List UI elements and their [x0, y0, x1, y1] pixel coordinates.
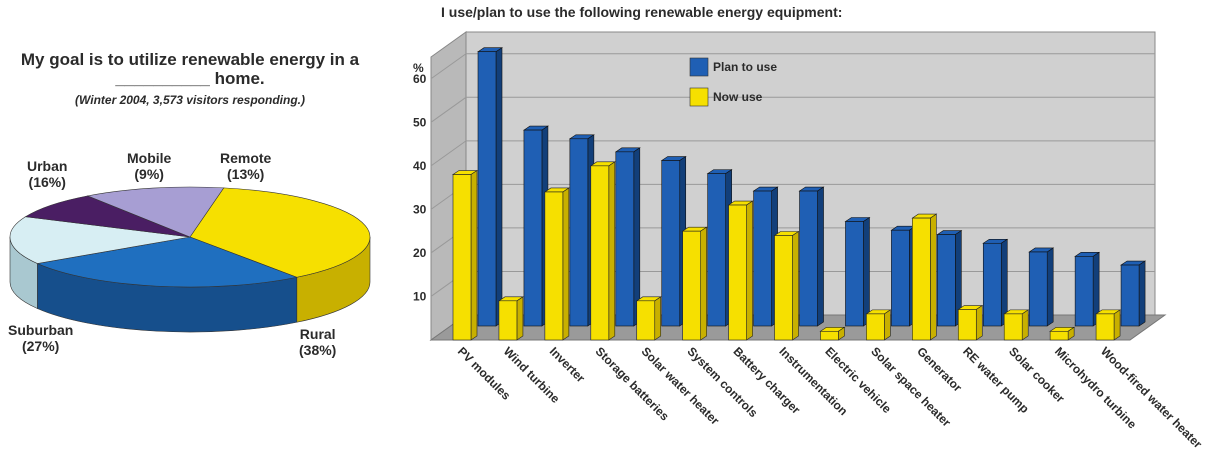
bar-now — [498, 300, 518, 341]
y-tick-label: 50 — [413, 115, 427, 129]
pie-label-rural-percent: (38%) — [299, 342, 337, 358]
bar-now — [544, 191, 564, 341]
bar-plan-side — [817, 186, 824, 327]
pie-label-mobile: Mobile (9%) — [127, 150, 171, 182]
y-tick-label: 60 — [413, 72, 427, 86]
pie-slice-mobile — [24, 195, 191, 238]
bar-plan — [937, 234, 956, 327]
bar-plan — [477, 51, 497, 327]
pie-label-urban: Urban (16%) — [27, 158, 67, 190]
bar-plan — [845, 221, 864, 327]
bar-plan — [1028, 251, 1048, 327]
pie-label-rural-name: Rural — [299, 326, 336, 342]
bar-now-side — [792, 230, 799, 341]
pie-label-suburban: Suburban (27%) — [8, 322, 73, 354]
y-tick-label: 30 — [413, 202, 427, 216]
legend: Plan to use Now use — [689, 57, 777, 107]
pie-label-remote-name: Remote — [220, 150, 272, 166]
bar-now — [912, 217, 931, 341]
pie-slice-suburban — [36, 236, 298, 288]
bar-plan — [523, 129, 543, 327]
category-label: Inverter — [547, 344, 588, 385]
legend-label: Now use — [713, 90, 763, 104]
pie-slice-remote — [86, 186, 225, 238]
pie-slice-rural — [189, 187, 371, 278]
pie-label-urban-name: Urban — [27, 158, 68, 174]
bar-now-side — [470, 169, 478, 341]
bar-now — [957, 309, 977, 341]
pie-label-remote: Remote (13%) — [220, 150, 271, 182]
y-axis-label: % — [413, 61, 424, 75]
legend-label: Plan to use — [713, 60, 777, 74]
pie-label-suburban-name: Suburban — [8, 322, 74, 338]
bar-now — [590, 165, 610, 341]
bar-plan-side — [495, 47, 503, 327]
bar-plan — [982, 242, 1002, 327]
bar-now — [1003, 313, 1023, 341]
bar-now — [866, 313, 885, 341]
bar-plan — [753, 190, 772, 327]
bar-now-side — [654, 296, 662, 341]
bar-plan — [799, 190, 818, 327]
gridline-side — [430, 53, 467, 80]
y-tick-label: 20 — [413, 246, 427, 260]
bar-now — [636, 300, 656, 341]
pie-chart-title: My goal is to utilize renewable energy i… — [20, 50, 360, 88]
pie-slice-urban — [9, 216, 191, 264]
bar-now — [728, 204, 747, 341]
pie-label-remote-percent: (13%) — [227, 166, 265, 182]
pie-label-suburban-percent: (27%) — [21, 338, 60, 354]
bar-now — [1049, 330, 1069, 341]
category-label: Solar space heater — [868, 344, 954, 430]
bar-plan-side — [1138, 260, 1146, 327]
bar-plan — [707, 173, 726, 327]
bar-now — [774, 235, 793, 341]
bar-plan — [615, 151, 635, 327]
y-tick-label: 40 — [413, 159, 427, 173]
bar-now-side — [930, 213, 937, 341]
category-label: Microhydro turbine — [1052, 344, 1139, 431]
legend-swatch — [689, 87, 709, 107]
bar-now-side — [975, 304, 983, 341]
bar-now-side — [562, 187, 570, 341]
bar-now — [452, 174, 472, 341]
bar-now-side — [1021, 309, 1029, 341]
bar-plan-side — [863, 216, 870, 327]
bar-now — [682, 230, 701, 341]
bar-now-side — [884, 309, 891, 341]
bar-now-side — [1113, 309, 1121, 341]
bar-now-side — [516, 296, 524, 341]
bar-now — [820, 330, 839, 341]
bar-chart-title: I use/plan to use the following renewabl… — [441, 4, 843, 20]
bar-now-side — [700, 226, 707, 341]
y-tick-label: 10 — [413, 289, 427, 303]
pie-chart-subtitle: (Winter 2004, 3,573 visitors responding.… — [75, 93, 305, 107]
gridline-side — [430, 140, 467, 167]
bar-now-side — [608, 161, 616, 341]
bar-plan — [891, 229, 910, 327]
pie-label-urban-percent: (16%) — [28, 174, 66, 190]
bar-now — [1095, 313, 1115, 341]
pie-label-mobile-percent: (9%) — [134, 166, 164, 182]
bar-plan — [661, 160, 681, 327]
bar-plan — [1120, 264, 1140, 327]
bar-now-side — [746, 200, 753, 341]
legend-swatch — [689, 57, 709, 77]
pie-chart — [9, 186, 371, 333]
bar-plan-side — [1046, 247, 1054, 327]
category-label: Solar water heater — [639, 344, 723, 428]
pie-label-mobile-name: Mobile — [127, 150, 172, 166]
gridline-side — [430, 96, 467, 123]
bar-plan — [569, 138, 589, 327]
pie-label-rural: Rural (38%) — [299, 326, 336, 358]
bar-plan — [1074, 256, 1094, 327]
